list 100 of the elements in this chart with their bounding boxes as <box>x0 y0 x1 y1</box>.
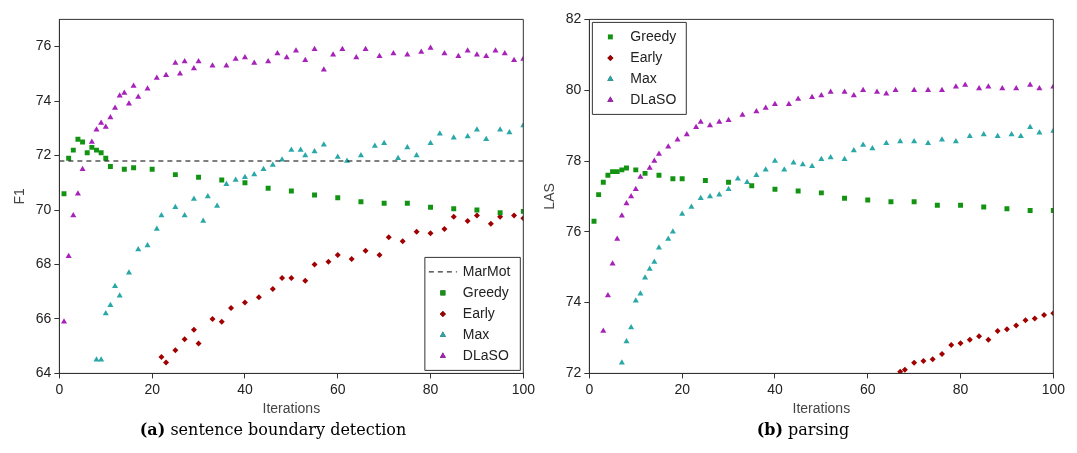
point <box>497 210 503 216</box>
point <box>107 113 114 120</box>
point <box>436 130 443 136</box>
point <box>725 185 732 192</box>
point <box>279 275 286 282</box>
point <box>311 261 318 268</box>
point <box>176 70 184 76</box>
point <box>265 185 271 191</box>
point <box>381 200 387 206</box>
point <box>190 64 197 71</box>
point <box>107 301 114 308</box>
x-tick-label: 100 <box>1041 380 1066 397</box>
x-tick-label: 0 <box>585 380 594 397</box>
point <box>934 202 940 208</box>
point <box>809 93 816 100</box>
point <box>841 155 848 161</box>
point <box>753 171 760 177</box>
point <box>334 251 341 258</box>
point <box>511 56 518 62</box>
point <box>679 176 685 182</box>
point <box>228 305 235 312</box>
point <box>618 359 625 365</box>
point <box>311 147 318 154</box>
point <box>302 56 309 62</box>
point <box>428 204 434 210</box>
point <box>163 359 170 366</box>
point <box>688 203 695 209</box>
point <box>901 366 908 373</box>
point <box>739 111 746 117</box>
point <box>464 217 471 224</box>
point <box>302 277 309 284</box>
point <box>404 143 411 150</box>
point <box>65 252 72 259</box>
y-tick-label: 76 <box>35 37 52 54</box>
point <box>80 139 86 145</box>
point <box>501 49 508 56</box>
point <box>655 150 662 156</box>
point <box>320 66 327 72</box>
point <box>850 146 857 153</box>
point <box>897 368 904 374</box>
point <box>623 199 630 206</box>
point <box>288 275 295 282</box>
point <box>670 176 676 182</box>
point <box>172 59 179 65</box>
legend-label: Early <box>630 48 663 65</box>
point <box>483 135 490 141</box>
point <box>98 119 105 125</box>
point <box>637 173 644 179</box>
point <box>1027 208 1033 214</box>
point <box>716 118 723 124</box>
point <box>665 235 672 241</box>
point <box>450 213 457 220</box>
point <box>628 323 635 330</box>
point <box>920 358 927 365</box>
point <box>269 161 276 167</box>
point <box>702 178 708 183</box>
point <box>1022 317 1029 324</box>
y-tick-label: 64 <box>35 364 52 381</box>
x-tick-label: 60 <box>859 380 876 397</box>
point <box>938 86 945 92</box>
point <box>451 206 457 212</box>
point <box>925 86 932 92</box>
point <box>818 155 825 161</box>
point <box>241 173 248 180</box>
x-tick-label: 100 <box>511 380 536 397</box>
point <box>938 136 945 142</box>
point <box>827 88 834 94</box>
x-tick-label: 20 <box>144 380 161 397</box>
point <box>651 258 658 264</box>
point <box>255 294 262 301</box>
point <box>841 88 848 94</box>
point <box>149 166 155 172</box>
point <box>385 234 392 241</box>
point <box>1027 81 1034 87</box>
point <box>628 192 635 199</box>
point <box>596 192 602 198</box>
point <box>196 174 202 180</box>
point <box>966 336 973 343</box>
point <box>144 241 151 248</box>
point <box>957 340 964 347</box>
x-tick-label: 0 <box>55 380 64 397</box>
point <box>646 265 653 271</box>
point <box>771 157 778 163</box>
legend-label: DLaSO <box>630 90 677 107</box>
point <box>637 290 644 296</box>
point <box>674 136 681 142</box>
point <box>404 51 411 57</box>
point <box>1003 326 1010 333</box>
point <box>358 199 364 205</box>
point <box>473 212 480 219</box>
point <box>642 274 649 280</box>
point <box>958 202 964 208</box>
point <box>683 130 690 137</box>
point <box>376 251 383 258</box>
point <box>911 199 917 205</box>
point <box>181 336 188 343</box>
point <box>618 212 625 218</box>
point <box>102 123 109 129</box>
point <box>455 52 462 58</box>
point <box>1041 311 1048 318</box>
